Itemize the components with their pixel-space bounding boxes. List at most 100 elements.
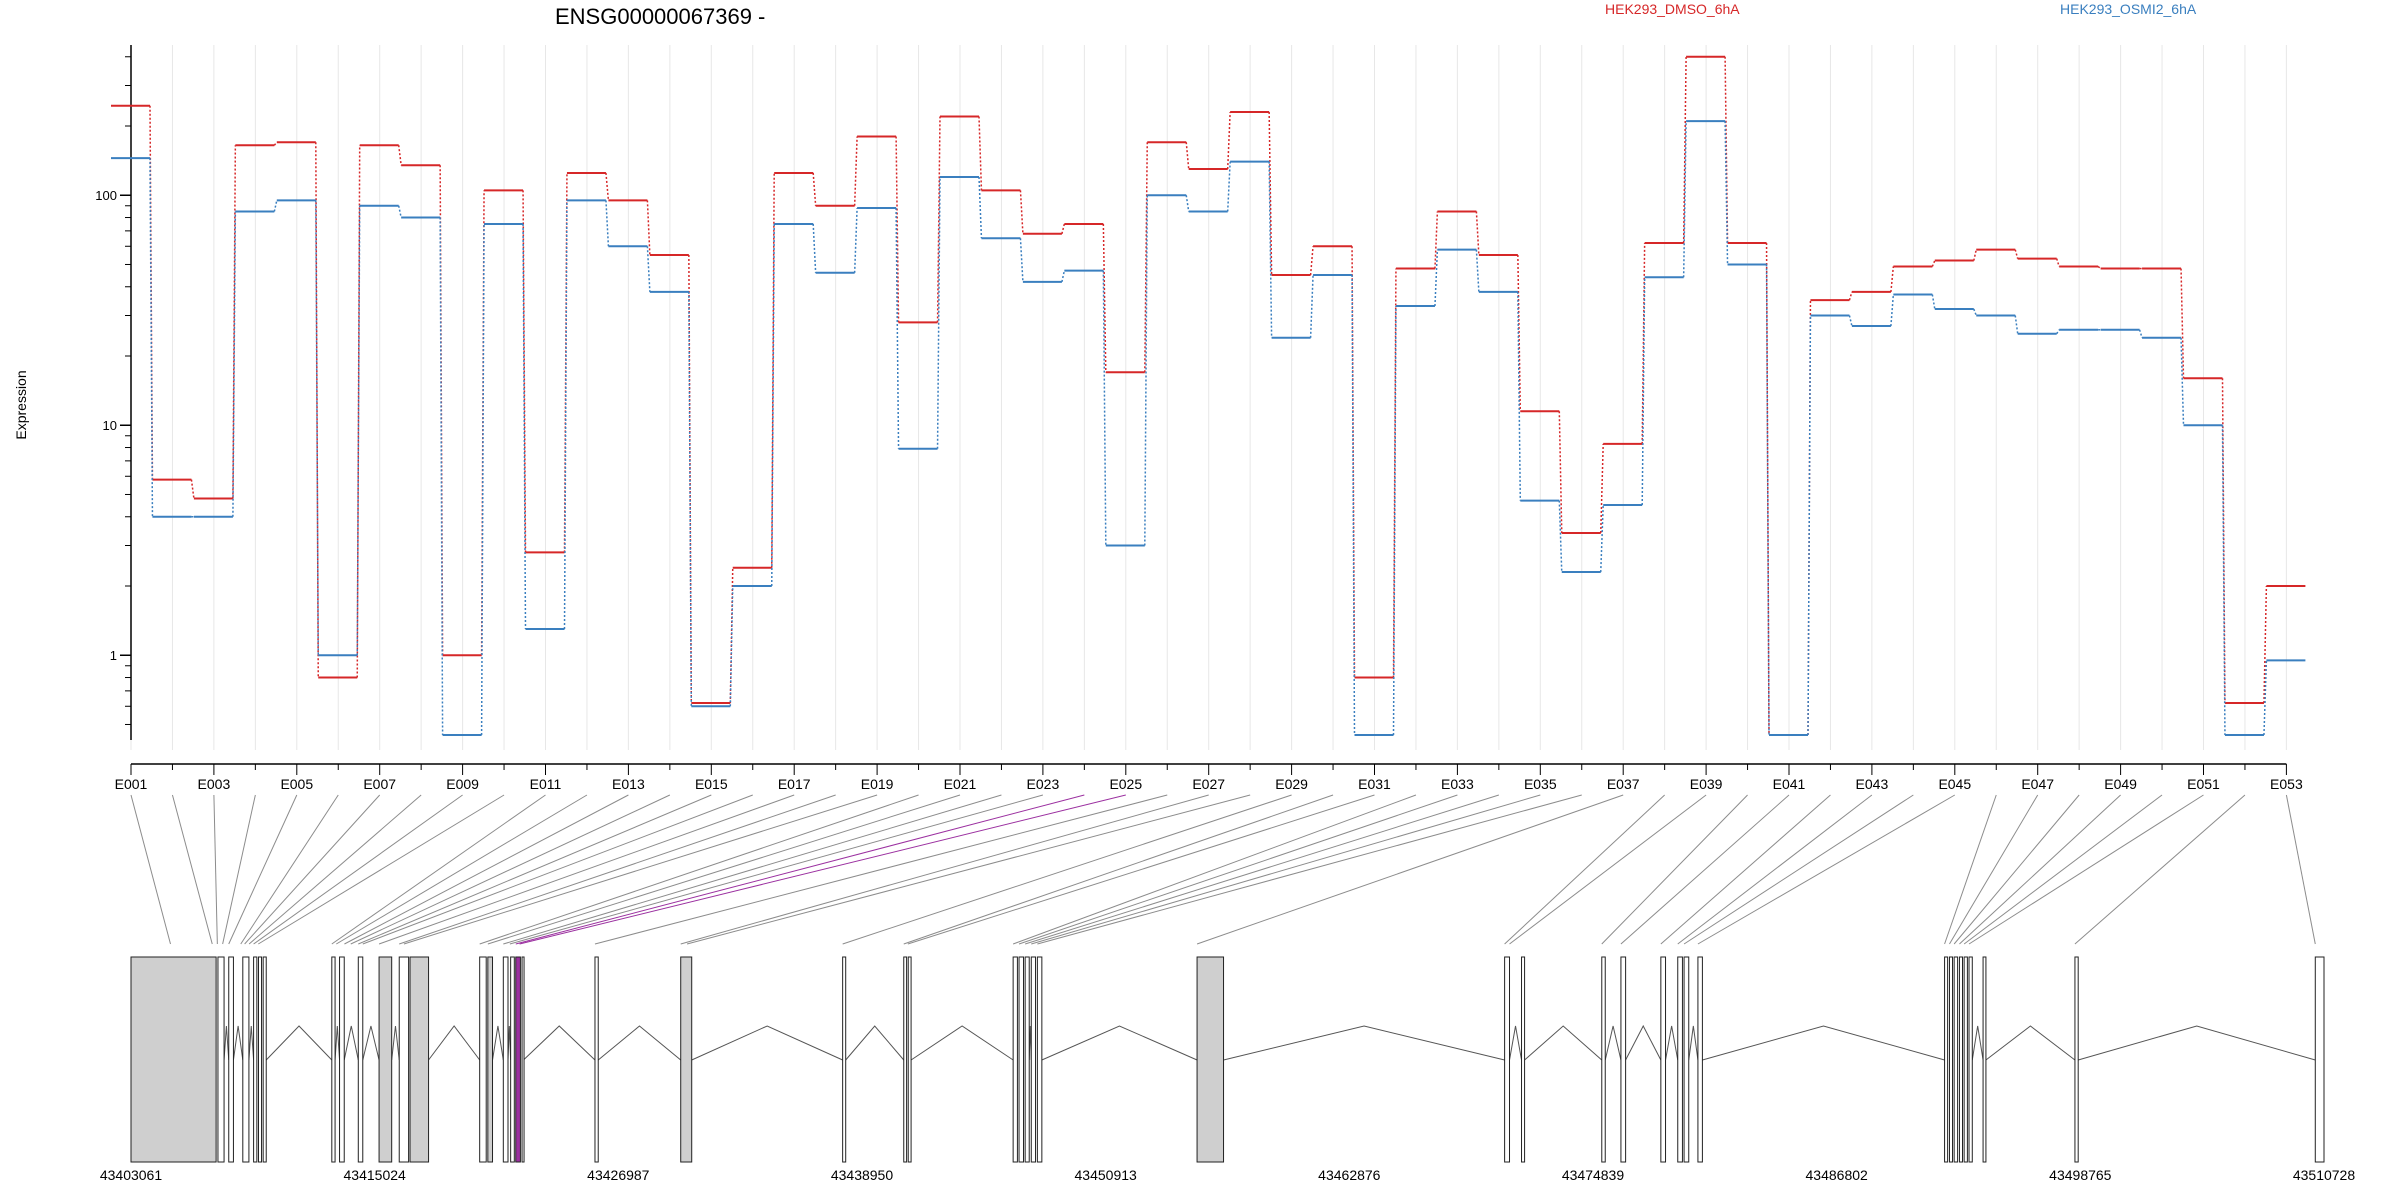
x-tick-label-E011: E011 bbox=[530, 776, 562, 792]
osmi-connector bbox=[1268, 161, 1273, 338]
osmi-connector bbox=[563, 200, 568, 630]
connector-E023 bbox=[509, 794, 1044, 945]
genomic-tick-label: 43403061 bbox=[100, 1167, 163, 1183]
x-tick-label-E001: E001 bbox=[115, 776, 148, 792]
intron bbox=[691, 1025, 843, 1061]
exon-box bbox=[1024, 956, 1030, 1163]
connector-E045 bbox=[1697, 794, 1956, 945]
exon-box bbox=[1196, 956, 1225, 1163]
x-tick-label-E033: E033 bbox=[1441, 776, 1474, 792]
connector-E017 bbox=[378, 794, 795, 945]
exon-box bbox=[1683, 956, 1690, 1163]
x-tick-label-E051: E051 bbox=[2187, 776, 2220, 792]
connector-E013 bbox=[344, 794, 629, 945]
x-tick-label-E003: E003 bbox=[198, 776, 231, 792]
x-tick-label-E023: E023 bbox=[1027, 776, 1060, 792]
gene-model bbox=[130, 956, 2325, 1163]
osmi-connector bbox=[1890, 294, 1895, 327]
connector-E037 bbox=[1196, 794, 1624, 945]
dmso-connector bbox=[2055, 258, 2060, 267]
dmso-connector bbox=[1973, 249, 1977, 261]
osmi-connector bbox=[1309, 274, 1314, 338]
dmso-connector bbox=[646, 200, 651, 255]
intron bbox=[1509, 1025, 1523, 1061]
exon-box bbox=[398, 956, 410, 1163]
exon-box bbox=[1948, 956, 1954, 1163]
intron bbox=[597, 1025, 682, 1061]
dmso-connector bbox=[812, 172, 817, 206]
dmso-connector bbox=[1682, 56, 1687, 243]
x-tick-label-E025: E025 bbox=[1109, 776, 1142, 792]
x-tick-label-E013: E013 bbox=[612, 776, 645, 792]
dmso-connector bbox=[729, 567, 734, 704]
dmso-connector bbox=[1558, 411, 1563, 534]
connector-E031 bbox=[907, 794, 1375, 945]
exon-box bbox=[1660, 956, 1667, 1163]
exon-box bbox=[1601, 956, 1606, 1163]
genomic-tick-label: 43415024 bbox=[344, 1167, 407, 1183]
genomic-tick-label: 43498765 bbox=[2049, 1167, 2112, 1183]
exon-box bbox=[515, 956, 521, 1163]
osmi-connector bbox=[729, 585, 734, 707]
connector-E003 bbox=[213, 794, 218, 945]
osmi-connector bbox=[1434, 249, 1439, 307]
connector-E021 bbox=[487, 794, 961, 945]
exon-box bbox=[1982, 956, 1987, 1163]
y-axis-label: Expression bbox=[13, 370, 29, 439]
osmi-connector bbox=[1061, 270, 1066, 283]
dmso-connector bbox=[315, 142, 319, 678]
exon-box bbox=[242, 956, 250, 1163]
connector-E014 bbox=[350, 794, 671, 945]
exon-box bbox=[1697, 956, 1703, 1163]
connector-E049 bbox=[1959, 794, 2121, 945]
intron bbox=[1625, 1024, 1662, 1061]
x-tick-label-E041: E041 bbox=[1773, 776, 1806, 792]
exon-box bbox=[2074, 956, 2079, 1163]
intron bbox=[1971, 1025, 1984, 1061]
dmso-connector bbox=[1434, 211, 1439, 269]
connector-E002 bbox=[171, 794, 213, 945]
exon-box bbox=[357, 956, 364, 1163]
osmi-connector bbox=[522, 223, 527, 630]
exon-box bbox=[1018, 956, 1025, 1163]
osmi-connector bbox=[273, 200, 278, 212]
exon-box bbox=[1504, 956, 1511, 1163]
connector-E005 bbox=[228, 794, 298, 945]
connector-E044 bbox=[1683, 794, 1914, 945]
dmso-connector bbox=[1848, 291, 1853, 301]
exon-box bbox=[378, 956, 393, 1163]
osmi-connector bbox=[1226, 161, 1231, 212]
osmi-connector bbox=[812, 223, 817, 273]
exon-box bbox=[487, 956, 494, 1163]
dmso-connector bbox=[1600, 443, 1604, 534]
connector-E051 bbox=[1968, 794, 2204, 945]
genomic-tick-label: 43450913 bbox=[1075, 1167, 1138, 1183]
connector-E011 bbox=[331, 794, 546, 945]
intron bbox=[334, 1025, 341, 1061]
dmso-connector bbox=[397, 145, 402, 166]
dmso-connector bbox=[2014, 249, 2019, 259]
genomic-tick-label: 43474839 bbox=[1562, 1167, 1625, 1183]
exon-box bbox=[479, 956, 487, 1163]
x-tick-label-E015: E015 bbox=[695, 776, 728, 792]
osmi-connector bbox=[1600, 504, 1604, 573]
dmso-connector bbox=[1019, 190, 1024, 234]
connector-E033 bbox=[1018, 794, 1458, 945]
osmi-connector bbox=[1973, 308, 1977, 316]
exon-box bbox=[907, 956, 912, 1163]
exon-box bbox=[339, 956, 345, 1163]
exon-box bbox=[217, 956, 225, 1163]
osmi-connector bbox=[2263, 660, 2268, 736]
connector-E006 bbox=[240, 794, 339, 945]
exon-box bbox=[2314, 956, 2325, 1163]
connector-E008 bbox=[248, 794, 422, 945]
exon-box bbox=[903, 956, 908, 1163]
legend-entry-dmso: HEK293_DMSO_6hA bbox=[1605, 1, 1740, 17]
dmso-connector bbox=[2097, 265, 2102, 270]
connector-E022 bbox=[503, 794, 1002, 945]
dmso-connector bbox=[273, 141, 278, 146]
connector-E052 bbox=[2074, 794, 2246, 945]
osmi-connector bbox=[1351, 274, 1356, 736]
genomic-tick-label: 43426987 bbox=[587, 1167, 650, 1183]
x-tick-label-E039: E039 bbox=[1690, 776, 1723, 792]
